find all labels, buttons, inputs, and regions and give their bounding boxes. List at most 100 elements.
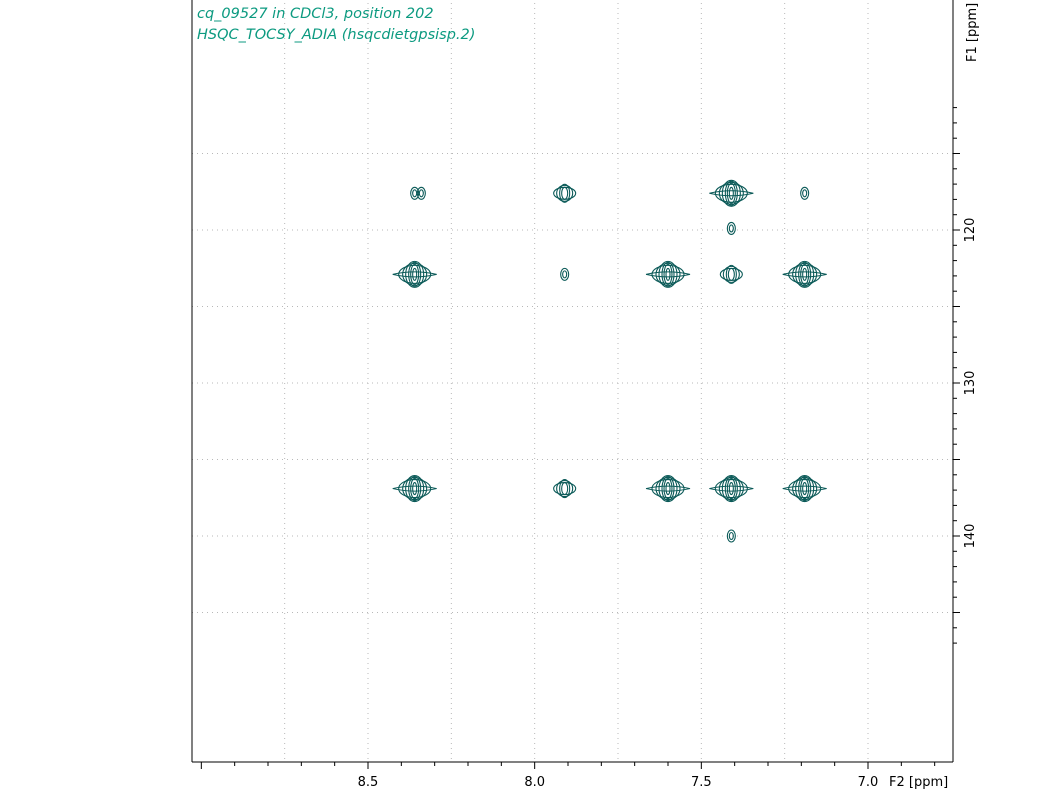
contour-ridge [392,485,437,492]
contour-level [726,478,736,500]
contour-peak [553,183,577,203]
contour-level [658,475,678,503]
contour-level [802,267,808,281]
contour-level [800,263,810,285]
contour-level [795,475,815,503]
y-tick-label: 140 [963,524,978,549]
contour-level [714,479,748,499]
contour-level [665,482,671,496]
y-axis: 120 130 140 [953,107,978,644]
contour-level [725,264,737,284]
x-tick-label: 7.0 [858,775,879,790]
contour-ridge [709,190,754,197]
contour-level [655,477,681,501]
grid-lines [192,3,953,762]
contour-level [788,264,822,284]
contour-level [726,221,736,236]
contour-level [402,262,428,286]
contour-level [410,263,420,285]
contour-peak [709,179,754,207]
contour-level [722,265,740,283]
contour-level [559,183,571,203]
plot-frame [191,0,954,763]
contour-level [798,476,812,502]
contour-level [724,180,738,206]
contour-level [802,189,808,198]
contour-level [560,267,570,281]
contour-level [798,261,812,287]
x-tick-label: 8.5 [358,775,379,790]
contour-level [724,476,738,502]
y-tick-label: 120 [963,218,978,243]
contour-level [728,531,734,541]
contour-peak [645,260,691,288]
contour-peak [719,264,743,284]
contour-level [405,475,425,503]
contour-level [792,262,818,286]
contour-level [412,189,418,198]
x-axis-label: F2 [ppm] [889,775,948,790]
contour-peak [800,186,810,200]
contour-level [658,260,678,288]
x-tick-label: 8.0 [524,775,545,790]
contour-level [721,179,741,207]
contour-level [412,267,418,281]
contour-level [410,478,420,500]
contour-level [562,270,568,279]
contour-level [651,479,685,499]
contour-level [408,476,422,502]
contour-level [802,482,808,496]
contour-level [726,529,736,543]
contour-level [398,264,432,284]
contour-peak [726,221,736,236]
contour-peak [560,267,570,281]
contour-level [408,261,422,287]
contour-level [651,264,685,284]
contour-peaks [392,179,827,543]
contour-level [398,479,432,499]
contour-level [418,189,424,198]
contour-level [726,182,736,204]
x-axis: 8.5 8.0 7.5 7.0 [200,762,936,790]
y-axis-label: F1 [ppm] [965,3,980,62]
contour-peak [416,186,426,200]
contour-level [714,183,748,203]
contour-level [556,184,574,202]
x-tick-label: 7.5 [691,775,712,790]
contour-ridge [645,271,691,278]
contour-level [795,260,815,288]
contour-level [728,186,734,200]
contour-level [663,263,673,285]
contour-peak [553,479,577,499]
contour-peak [782,260,827,288]
contour-level [728,224,734,233]
contour-level [792,477,818,501]
spectrum-title-line1: cq_09527 in CDCl3, position 202 [197,6,434,22]
contour-level [663,478,673,500]
contour-level [800,478,810,500]
contour-peak [726,529,736,543]
contour-level [655,262,681,286]
contour-peak [782,475,827,503]
contour-ridge [392,271,437,278]
contour-peak [645,475,691,503]
contour-level [800,186,810,200]
contour-level [661,476,675,502]
contour-peak [410,186,420,200]
contour-peak [392,475,437,503]
contour-level [718,477,744,501]
contour-level [788,479,822,499]
contour-ridge [782,271,827,278]
contour-level [727,267,735,281]
contour-peak [392,260,437,288]
contour-level [402,477,428,501]
contour-ridge [709,485,754,492]
contour-level [561,186,569,200]
contour-level [728,482,734,496]
contour-level [556,480,574,498]
contour-level [718,181,744,205]
contour-level [416,186,426,200]
contour-level [405,260,425,288]
contour-level [721,475,741,503]
